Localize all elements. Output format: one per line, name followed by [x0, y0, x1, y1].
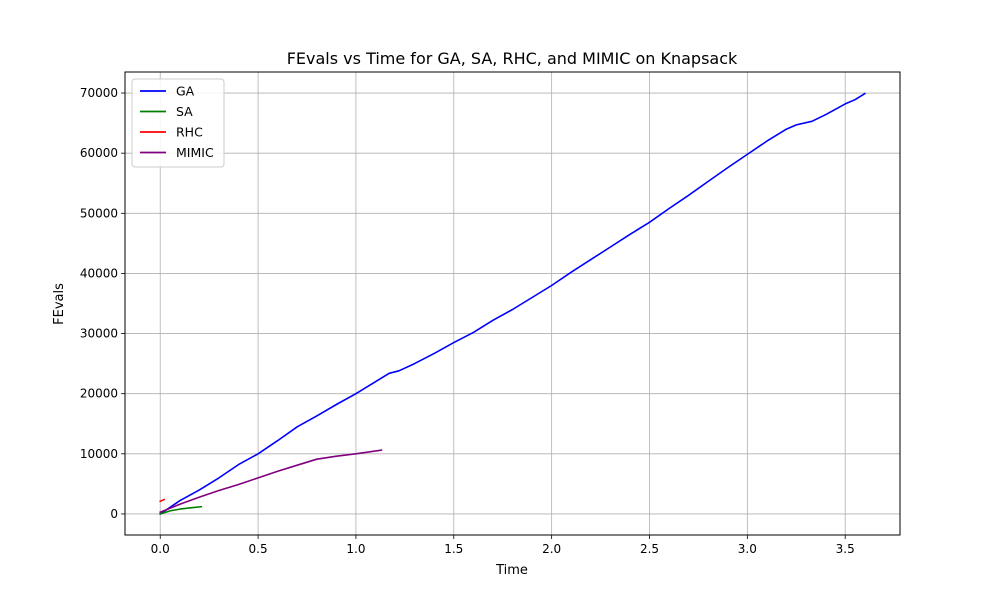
legend-label-sa: SA [176, 104, 193, 119]
legend-label-mimic: MIMIC [176, 145, 214, 160]
series-line-ga [159, 92, 866, 516]
legend-box [131, 78, 225, 168]
y-tick-label: 40000 [80, 266, 118, 280]
series-line-mimic [159, 449, 383, 514]
series-line-sa [159, 505, 203, 516]
y-tick-label: 60000 [80, 146, 118, 160]
x-tick-label: 2.0 [542, 542, 561, 556]
x-tick-label: 1.0 [346, 542, 365, 556]
y-tick-label: 70000 [80, 86, 118, 100]
legend-label-ga: GA [176, 84, 195, 99]
x-axis-label: Time [495, 563, 528, 578]
axis-ticks: 0.0 0.5 1.0 1.5 2.0 2.5 3.0 3.5 0 10000 20000 30000… [80, 86, 855, 556]
x-tick-label: 0.5 [249, 542, 268, 556]
y-tick-label: 50000 [80, 206, 118, 220]
plot-frame [124, 71, 901, 536]
chart-title: FEvals vs Time for GA, SA, RHC, and MIMI… [287, 49, 738, 68]
y-tick-label: 20000 [80, 387, 118, 401]
x-tick-label: 1.5 [444, 542, 463, 556]
x-tick-label: 2.5 [640, 542, 659, 556]
y-tick-label: 30000 [80, 327, 118, 341]
y-tick-label: 0 [110, 507, 118, 521]
x-tick-label: 3.5 [836, 542, 855, 556]
series-line-rhc [159, 498, 166, 503]
y-axis-label: FEvals [52, 283, 67, 325]
legend: GA SA RHC MIMIC [131, 78, 225, 168]
y-tick-label: 10000 [80, 447, 118, 461]
grid [125, 72, 900, 535]
x-tick-label: 0.0 [151, 542, 170, 556]
x-tick-label: 3.0 [738, 542, 757, 556]
series-lines [159, 92, 866, 516]
legend-label-rhc: RHC [176, 125, 203, 140]
